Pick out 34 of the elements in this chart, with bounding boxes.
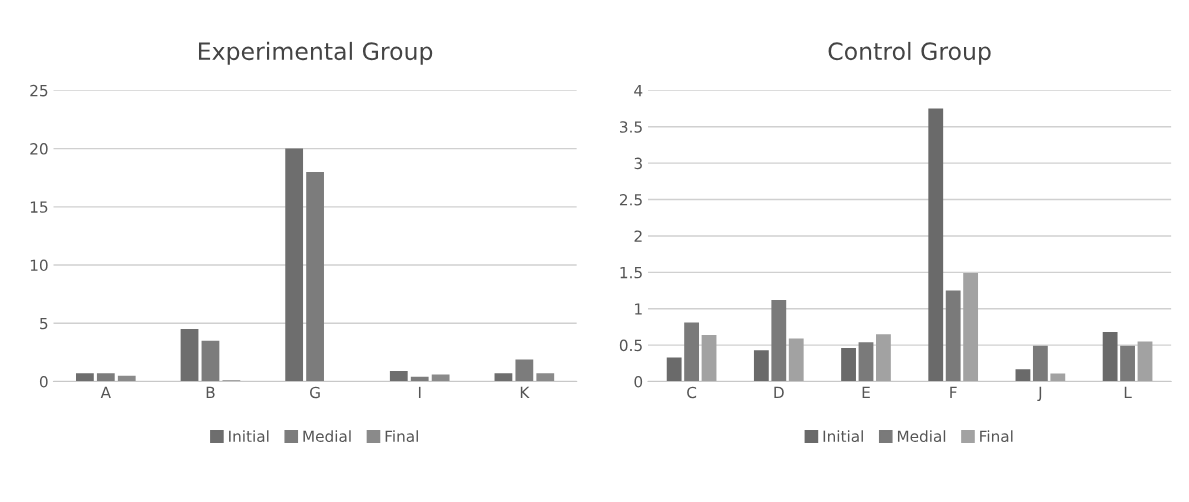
y-tick-label: 25 bbox=[30, 84, 48, 97]
legend-label: Medial bbox=[303, 430, 351, 443]
y-tick-label: 10 bbox=[30, 259, 48, 272]
y-tick-label: 3 bbox=[634, 157, 642, 170]
x-tick-label: C bbox=[687, 386, 697, 399]
x-tick-label: I bbox=[418, 386, 421, 398]
x-tick-label: K bbox=[520, 386, 530, 398]
y-tick-label: 5 bbox=[40, 317, 48, 330]
legend-label: Medial bbox=[897, 430, 946, 443]
y-tick-label: 0.5 bbox=[619, 339, 642, 352]
legend-label: Final bbox=[385, 430, 418, 443]
x-tick-label: E bbox=[862, 386, 870, 398]
chart-title: Experimental Group bbox=[198, 41, 433, 65]
x-tick-label: J bbox=[1037, 386, 1042, 402]
x-tick-label: D bbox=[774, 386, 784, 398]
y-tick-label: 20 bbox=[30, 143, 48, 155]
y-tick-label: 1 bbox=[635, 303, 642, 315]
x-tick-label: B bbox=[206, 386, 215, 398]
y-tick-label: 0 bbox=[39, 375, 48, 388]
legend-label: Initial bbox=[823, 430, 863, 443]
y-tick-label: 2.5 bbox=[619, 194, 642, 206]
y-tick-label: 15 bbox=[30, 201, 48, 213]
y-tick-label: 3.5 bbox=[620, 121, 642, 133]
x-tick-label: G bbox=[310, 386, 320, 399]
legend-label: Final bbox=[980, 430, 1013, 443]
chart-title: Control Group bbox=[828, 41, 991, 65]
x-tick-label: F bbox=[950, 386, 957, 398]
y-tick-label: 0 bbox=[634, 375, 643, 388]
y-tick-label: 1.5 bbox=[620, 267, 642, 279]
legend-label: Initial bbox=[229, 430, 269, 443]
y-tick-label: 4 bbox=[634, 85, 643, 97]
y-tick-label: 2 bbox=[634, 230, 642, 242]
x-tick-label: A bbox=[100, 386, 111, 398]
x-tick-label: L bbox=[1124, 386, 1132, 398]
